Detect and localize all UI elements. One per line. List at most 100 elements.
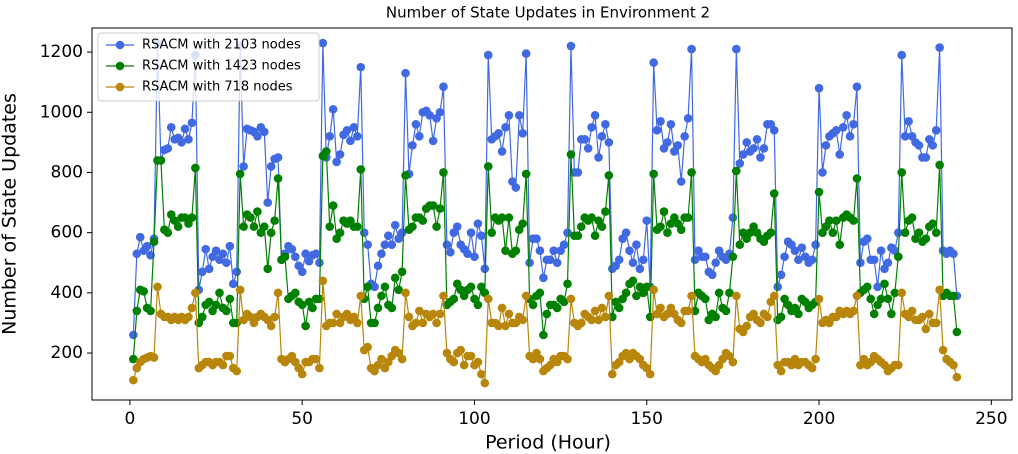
data-point — [487, 228, 497, 237]
data-point — [201, 244, 211, 254]
data-point — [191, 163, 200, 173]
data-point — [742, 138, 751, 147]
data-point — [325, 222, 335, 231]
data-point — [735, 159, 745, 168]
data-point — [473, 357, 483, 367]
data-point — [687, 44, 696, 54]
data-point — [814, 187, 824, 197]
data-point — [149, 237, 159, 246]
data-point — [328, 104, 338, 114]
data-point — [918, 312, 927, 322]
data-point — [139, 287, 148, 296]
data-point — [928, 141, 938, 150]
data-point — [380, 282, 390, 292]
data-point — [607, 369, 617, 379]
data-point — [935, 43, 944, 52]
data-point — [580, 135, 590, 144]
data-point — [590, 231, 600, 240]
data-point — [539, 330, 548, 340]
data-point — [711, 258, 720, 268]
data-point — [163, 144, 173, 153]
data-point — [411, 318, 421, 328]
data-point — [153, 282, 162, 292]
data-point — [483, 162, 493, 171]
data-point — [869, 255, 879, 265]
data-point — [539, 273, 548, 283]
data-point — [642, 282, 652, 292]
data-point — [628, 258, 638, 268]
data-point — [521, 169, 531, 179]
legend-marker — [115, 61, 125, 71]
data-point — [780, 252, 789, 262]
data-point — [742, 321, 751, 331]
data-point — [639, 255, 648, 265]
data-point — [322, 147, 331, 156]
data-point — [935, 285, 944, 295]
data-point — [601, 120, 610, 129]
data-point — [428, 309, 438, 319]
data-point — [270, 216, 279, 225]
data-point — [601, 312, 610, 322]
data-point — [480, 264, 490, 274]
data-point — [191, 288, 200, 298]
data-point — [587, 213, 596, 222]
data-point — [814, 83, 824, 93]
data-point — [473, 219, 483, 228]
data-point — [776, 366, 786, 376]
data-point — [835, 150, 845, 159]
data-point — [566, 294, 576, 304]
y-tick-label: 1200 — [40, 42, 83, 62]
data-point — [732, 291, 741, 301]
data-point — [204, 264, 214, 274]
data-point — [876, 246, 886, 256]
data-point — [649, 169, 658, 179]
data-point — [218, 249, 228, 259]
data-point — [187, 213, 197, 222]
data-point — [235, 285, 245, 295]
legend-marker — [115, 82, 125, 92]
data-point — [397, 267, 407, 277]
data-point — [597, 303, 607, 313]
data-point — [197, 267, 207, 277]
data-point — [921, 234, 931, 243]
data-point — [349, 123, 359, 132]
data-point — [246, 213, 255, 222]
y-axis-label: Number of State Updates — [0, 93, 21, 335]
data-point — [342, 126, 352, 135]
data-point — [466, 228, 476, 237]
data-point — [683, 113, 693, 123]
data-point — [728, 213, 738, 222]
data-point — [390, 220, 400, 230]
data-point — [649, 285, 658, 295]
data-point — [173, 222, 183, 231]
data-point — [318, 276, 328, 286]
data-point — [931, 126, 941, 135]
data-point — [773, 282, 782, 292]
data-point — [642, 216, 652, 225]
data-point — [463, 249, 472, 259]
data-point — [353, 222, 362, 231]
data-point — [649, 58, 658, 67]
data-point — [253, 207, 262, 216]
y-tick-label: 800 — [51, 162, 83, 182]
data-point — [632, 240, 641, 249]
data-point — [890, 288, 900, 298]
data-point — [494, 321, 503, 331]
x-tick-label: 200 — [803, 409, 835, 429]
data-point — [211, 246, 221, 256]
data-point — [559, 240, 569, 249]
data-point — [404, 312, 414, 322]
data-point — [456, 345, 465, 355]
x-tick-label: 0 — [124, 409, 135, 429]
x-tick-label: 150 — [631, 409, 663, 429]
data-point — [528, 300, 538, 310]
data-point — [332, 309, 341, 319]
data-point — [790, 246, 800, 256]
data-point — [356, 62, 366, 72]
data-point — [377, 249, 386, 259]
data-point — [904, 117, 913, 126]
data-point — [594, 315, 603, 325]
data-point — [880, 279, 889, 289]
data-point — [518, 219, 528, 228]
